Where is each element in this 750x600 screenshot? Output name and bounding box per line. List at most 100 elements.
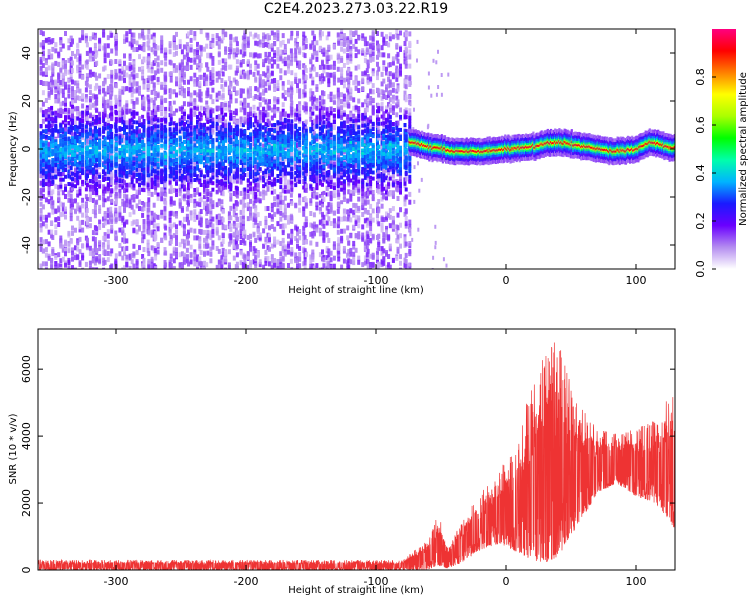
heatmap-cell (81, 255, 85, 261)
heatmap-cell (199, 115, 203, 121)
heatmap-cell (78, 122, 82, 127)
heatmap-cell (118, 190, 122, 196)
heatmap-cell (109, 100, 113, 106)
heatmap-cell (57, 98, 61, 104)
heatmap-cell (130, 259, 134, 265)
heatmap-cell (198, 80, 202, 86)
heatmap-cell (235, 59, 239, 65)
heatmap-cell (44, 154, 48, 159)
heatmap-cell (150, 210, 154, 216)
heatmap-cell (178, 169, 182, 174)
heatmap-cell (196, 157, 199, 162)
heatmap-cell (180, 129, 184, 135)
heatmap-cell (189, 92, 193, 98)
heatmap-cell (156, 129, 160, 134)
heatmap-cell (187, 201, 190, 207)
heatmap-cell (91, 56, 95, 62)
heatmap-cell (182, 158, 186, 163)
heatmap-cell (164, 155, 168, 158)
heatmap-cell (209, 152, 213, 157)
heatmap-cell (196, 119, 199, 124)
heatmap-cell (67, 58, 71, 63)
heatmap-cell (160, 130, 164, 135)
heatmap-cell (114, 40, 118, 46)
heatmap-cell (209, 135, 213, 140)
heatmap-cell (211, 151, 215, 156)
heatmap-cell (152, 32, 156, 38)
heatmap-cell (227, 54, 231, 60)
heatmap-cell (103, 52, 107, 58)
heatmap-cell (142, 224, 146, 229)
heatmap-cell (164, 167, 168, 172)
heatmap-cell (150, 177, 154, 182)
heatmap-cell (110, 69, 114, 75)
heatmap-cell (106, 219, 110, 225)
heatmap-cell (118, 179, 122, 184)
heatmap-cell (215, 159, 219, 164)
heatmap-cell (125, 125, 129, 130)
heatmap-cell (172, 121, 176, 126)
heatmap-cell (185, 216, 189, 222)
heatmap-cell (123, 34, 126, 40)
heatmap-cell (44, 98, 48, 103)
heatmap-cell (84, 187, 88, 192)
heatmap-cell (88, 96, 92, 101)
heatmap-cell (221, 155, 225, 160)
heatmap-cell (41, 261, 45, 267)
heatmap-cell (88, 197, 92, 202)
heatmap-cell (74, 53, 77, 59)
heatmap-cell (121, 127, 125, 131)
heatmap-cell (217, 248, 221, 254)
heatmap-cell (61, 143, 65, 148)
heatmap-cell (39, 169, 43, 174)
heatmap-cell (81, 123, 85, 128)
heatmap-cell (44, 60, 48, 66)
heatmap-cell (47, 229, 51, 235)
heatmap-cell (76, 163, 80, 168)
heatmap-cell (221, 131, 225, 136)
heatmap-cell (142, 46, 146, 52)
heatmap-cell (215, 138, 219, 143)
heatmap-cell (182, 224, 186, 230)
heatmap-cell (76, 206, 80, 212)
heatmap-cell (206, 35, 210, 41)
heatmap-cell (64, 194, 67, 199)
heatmap-cell (146, 183, 150, 188)
heatmap-cell (51, 111, 55, 116)
heatmap-cell (59, 40, 63, 46)
heatmap-cell (51, 235, 55, 240)
heatmap-cell (152, 75, 156, 81)
heatmap-cell (132, 64, 136, 70)
heatmap-cell (135, 40, 139, 46)
heatmap-cell (64, 99, 67, 105)
heatmap-cell (160, 191, 164, 197)
heatmap-cell (220, 264, 224, 269)
heatmap-cell (39, 190, 43, 195)
heatmap-cell (154, 174, 158, 179)
heatmap-cell (76, 202, 80, 208)
heatmap-cell (125, 254, 129, 260)
heatmap-cell (91, 141, 95, 146)
heatmap-cell (103, 47, 107, 53)
heatmap-cell (168, 217, 172, 223)
heatmap-cell (152, 103, 156, 109)
heatmap-cell (128, 212, 132, 218)
heatmap-cell (132, 120, 136, 125)
heatmap-cell (125, 72, 129, 78)
heatmap-cell (39, 172, 43, 178)
heatmap-cell (224, 148, 228, 152)
heatmap-cell (132, 227, 136, 233)
heatmap-cell (93, 260, 97, 266)
heatmap-cell (199, 113, 203, 117)
heatmap-cell (132, 67, 136, 73)
heatmap-cell (199, 170, 203, 175)
heatmap-cell (152, 217, 156, 223)
heatmap-cell (175, 81, 178, 87)
heatmap-cell (110, 32, 114, 38)
heatmap-cell (95, 177, 99, 182)
heatmap-cell (156, 93, 160, 99)
heatmap-cell (193, 173, 197, 177)
heatmap-cell (74, 208, 77, 214)
heatmap-cell (95, 133, 99, 138)
heatmap-cell (118, 227, 122, 233)
